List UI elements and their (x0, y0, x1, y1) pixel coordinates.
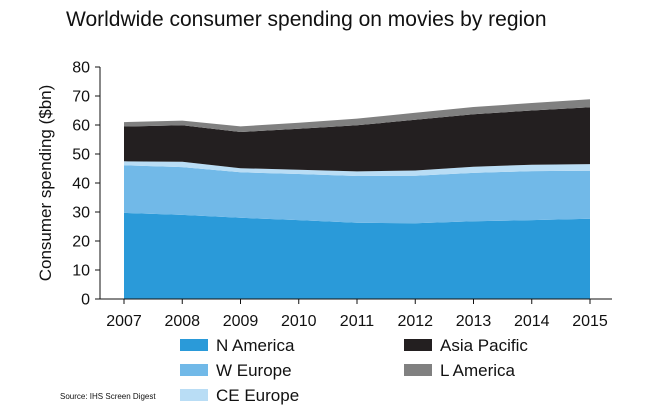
legend-swatch (180, 364, 208, 376)
y-tick-label: 50 (72, 147, 90, 164)
x-tick-label: 2009 (223, 313, 259, 330)
x-tick-label: 2011 (340, 313, 375, 330)
legend-label: W Europe (216, 361, 292, 380)
y-tick-label: 0 (81, 292, 90, 309)
y-tick-label: 40 (72, 176, 90, 193)
legend-item-asia-pacific: Asia Pacific (404, 336, 528, 355)
y-axis-label: Consumer spending ($bn) (36, 85, 55, 282)
legend-label: N America (216, 336, 295, 355)
y-tick-label: 60 (72, 118, 90, 135)
legend-swatch (180, 339, 208, 351)
x-tick-labels: 2007 2008 2009 2010 2011 2012 2013 2014 2015 (106, 299, 608, 330)
y-tick-label: 30 (72, 205, 90, 222)
legend-item-ce-europe: CE Europe (180, 386, 299, 405)
area-l-america (124, 99, 590, 132)
x-tick-label: 2012 (397, 313, 433, 330)
area-ce-europe (124, 161, 590, 176)
legend-item-w-europe: W Europe (180, 361, 292, 380)
legend-item-l-america: L America (404, 361, 516, 380)
legend-item-n-america: N America (180, 336, 295, 355)
area-n-america (124, 212, 590, 299)
x-tick-label: 2013 (456, 313, 492, 330)
y-tick-label: 80 (72, 60, 90, 77)
y-tick-labels: 0 10 20 30 40 50 60 70 80 (72, 60, 100, 309)
y-tick-label: 20 (72, 234, 90, 251)
y-tick-label: 70 (72, 89, 90, 106)
legend-label: Asia Pacific (440, 336, 528, 355)
x-tick-label: 2010 (281, 313, 317, 330)
x-tick-label: 2015 (572, 313, 608, 330)
source-note: Source: IHS Screen Digest (60, 392, 156, 401)
legend-swatch (180, 389, 208, 401)
area-asia-pacific (124, 107, 590, 172)
area-w-europe (124, 165, 590, 224)
legend-swatch (404, 339, 432, 351)
y-tick-label: 10 (72, 263, 90, 280)
legend-label: L America (440, 361, 516, 380)
x-tick-label: 2007 (106, 313, 142, 330)
x-tick-label: 2014 (514, 313, 550, 330)
legend-label: CE Europe (216, 386, 299, 405)
chart-title: Worldwide consumer spending on movies by… (66, 8, 547, 31)
legend: N America W Europe CE Europe Asia Pacific L … (180, 336, 528, 405)
legend-swatch (404, 364, 432, 376)
x-tick-label: 2008 (164, 313, 200, 330)
area-layers (124, 99, 590, 299)
